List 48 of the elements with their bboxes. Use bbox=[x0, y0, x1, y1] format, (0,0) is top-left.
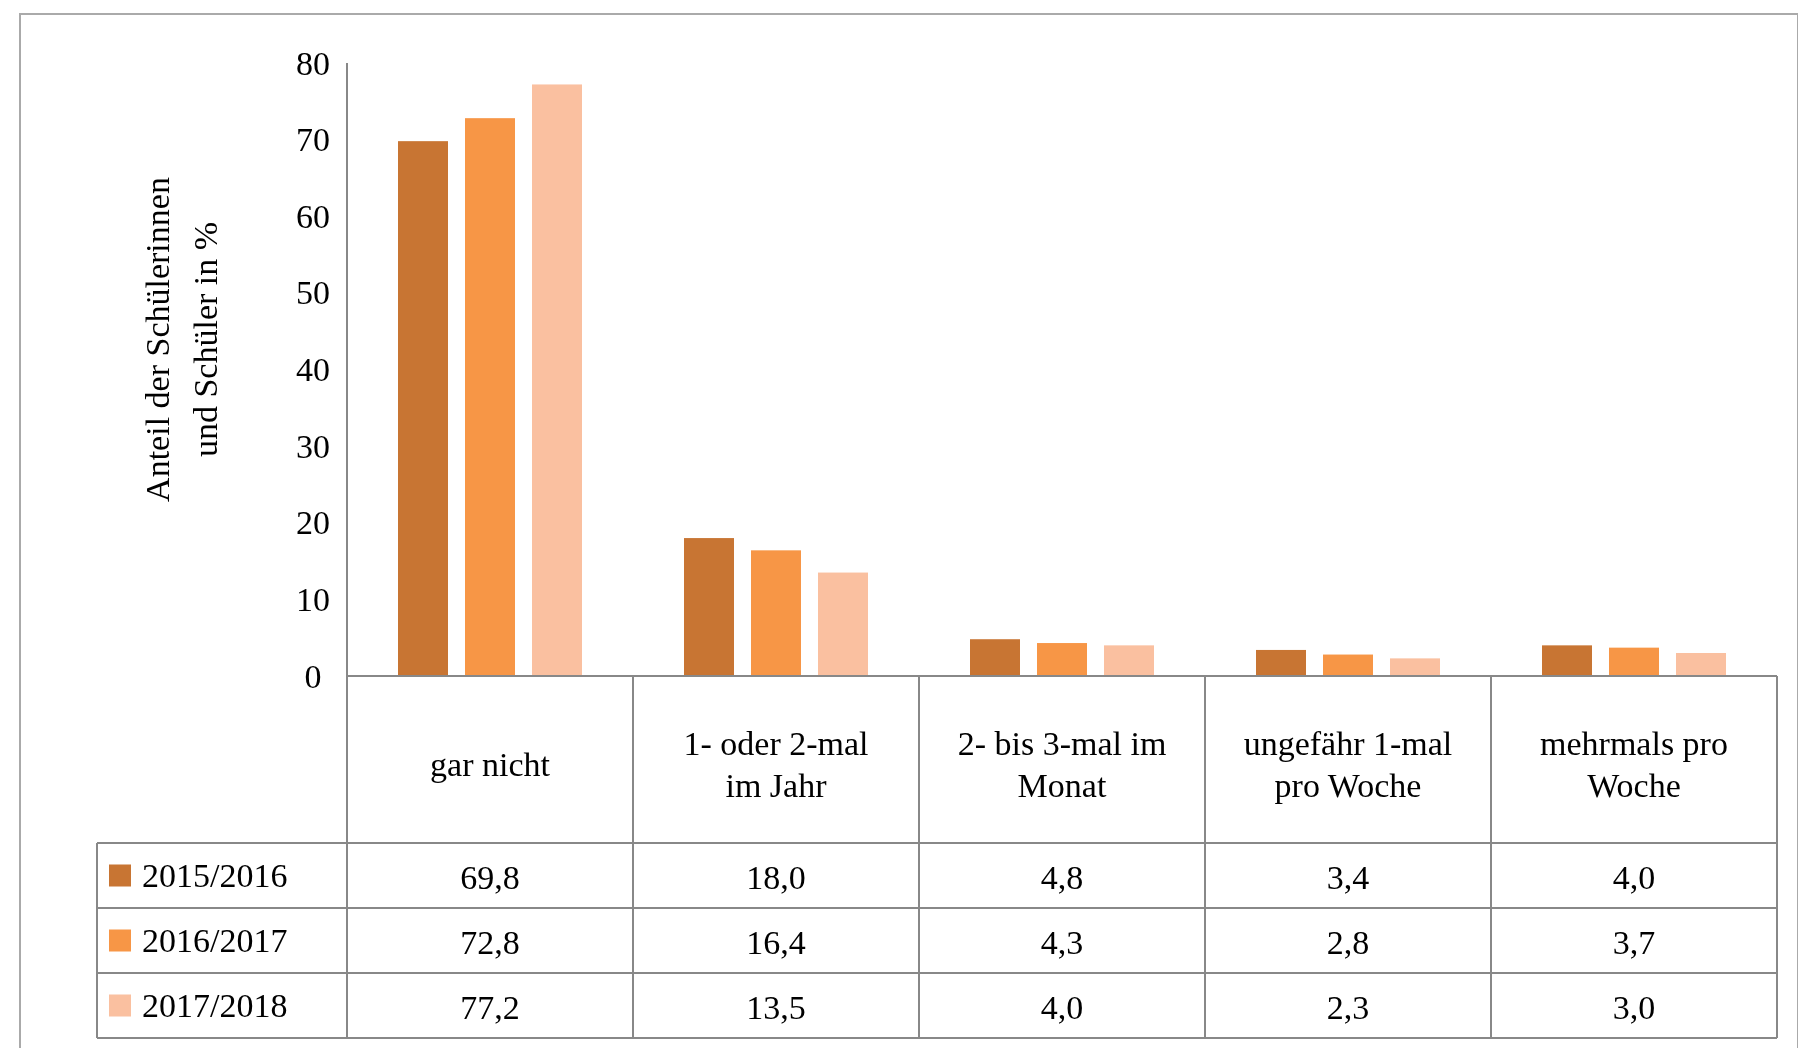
bar bbox=[751, 550, 801, 676]
bar bbox=[818, 572, 868, 676]
bar bbox=[1323, 654, 1373, 676]
data-label: 77,2 bbox=[460, 989, 520, 1026]
x-tick-label: ungefähr 1-mal pro Woche bbox=[1243, 724, 1453, 803]
legend-label: 2016/2017 bbox=[142, 922, 288, 959]
x-tick-label: 1- oder 2-mal im Jahr bbox=[683, 724, 869, 803]
y-tick-label: 20 bbox=[296, 504, 330, 542]
data-label: 2,8 bbox=[1326, 924, 1370, 961]
data-label: 13,5 bbox=[746, 989, 806, 1026]
bar bbox=[1104, 645, 1154, 676]
data-label: 4,0 bbox=[1612, 859, 1656, 896]
y-tick-label: 80 bbox=[296, 44, 330, 82]
y-tick-label: 60 bbox=[296, 197, 330, 235]
bar bbox=[465, 118, 515, 676]
bar bbox=[1609, 647, 1659, 676]
data-label: 4,8 bbox=[1040, 859, 1084, 896]
bar bbox=[532, 84, 582, 676]
data-label: 4,0 bbox=[1040, 989, 1084, 1026]
data-label: 72,8 bbox=[460, 924, 520, 961]
data-label: 4,3 bbox=[1040, 924, 1084, 961]
data-label: 18,0 bbox=[746, 859, 806, 896]
bar bbox=[1542, 645, 1592, 676]
y-tick-label: 10 bbox=[296, 580, 330, 618]
data-label: 3,4 bbox=[1326, 859, 1370, 896]
bar bbox=[970, 639, 1020, 676]
legend-label: 2015/2016 bbox=[142, 857, 288, 894]
data-label: 3,7 bbox=[1612, 924, 1656, 961]
y-tick-label: 50 bbox=[296, 274, 330, 312]
y-tick-label: 70 bbox=[296, 121, 330, 159]
data-label: 3,0 bbox=[1612, 989, 1656, 1026]
y-tick-label: 30 bbox=[296, 427, 330, 465]
y-axis-title: Anteil der Schülerinnen und Schüler in % bbox=[139, 177, 224, 502]
data-label: 69,8 bbox=[460, 859, 520, 896]
y-tick-label: 40 bbox=[296, 351, 330, 388]
x-tick-label: mehrmals pro Woche bbox=[1540, 724, 1728, 803]
x-tick-label: 2- bis 3-mal im Monat bbox=[957, 724, 1167, 803]
x-tick-label: gar nicht bbox=[430, 745, 551, 782]
bar bbox=[1037, 643, 1087, 676]
bar bbox=[684, 538, 734, 676]
bar bbox=[1256, 649, 1306, 676]
bar bbox=[1676, 653, 1726, 676]
data-label: 2,3 bbox=[1326, 989, 1370, 1026]
bar bbox=[398, 141, 448, 676]
bar bbox=[1390, 658, 1440, 676]
legend-label: 2017/2018 bbox=[142, 987, 288, 1024]
data-label: 16,4 bbox=[746, 924, 806, 961]
y-tick-label: 0 bbox=[304, 657, 322, 695]
